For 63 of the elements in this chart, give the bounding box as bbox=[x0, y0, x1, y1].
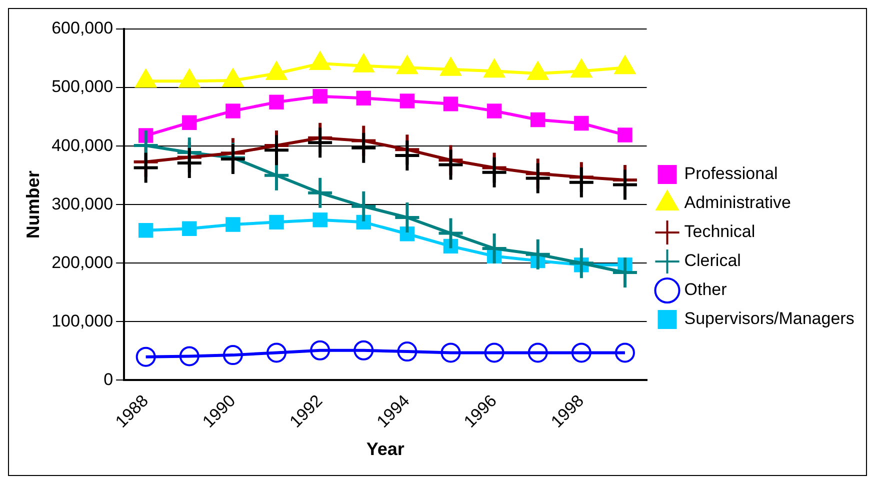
y-axis-title: Number bbox=[22, 170, 43, 239]
legend-label: Technical bbox=[684, 222, 756, 242]
point bbox=[482, 234, 506, 264]
point bbox=[226, 217, 240, 232]
legend-label: Clerical bbox=[684, 251, 741, 270]
point bbox=[526, 239, 550, 270]
point bbox=[440, 342, 461, 363]
y-tick-label: 0 bbox=[104, 370, 114, 389]
point bbox=[618, 128, 632, 142]
y-tick-label: 300,000 bbox=[52, 194, 114, 214]
point bbox=[484, 342, 504, 363]
y-tick-label: 400,000 bbox=[52, 136, 114, 155]
x-axis-title: Year bbox=[366, 439, 404, 460]
y-tick-label: 100,000 bbox=[52, 311, 114, 330]
point bbox=[352, 191, 376, 222]
point bbox=[266, 342, 287, 363]
legend-label: Professional bbox=[684, 164, 778, 184]
legend-label: Other bbox=[684, 280, 728, 300]
point bbox=[395, 202, 420, 232]
point bbox=[400, 94, 415, 108]
point bbox=[226, 104, 240, 118]
point bbox=[486, 104, 502, 118]
point bbox=[482, 157, 506, 188]
point bbox=[312, 212, 328, 228]
point bbox=[614, 342, 635, 363]
point bbox=[569, 167, 594, 198]
point bbox=[308, 128, 332, 158]
point bbox=[312, 88, 328, 104]
point bbox=[612, 170, 637, 200]
point bbox=[438, 218, 463, 248]
point bbox=[354, 340, 374, 360]
point bbox=[395, 140, 420, 170]
point bbox=[397, 342, 418, 362]
point bbox=[443, 96, 458, 112]
point bbox=[136, 346, 156, 367]
point bbox=[222, 345, 243, 366]
point bbox=[134, 152, 158, 183]
y-tick-label: 500,000 bbox=[52, 77, 114, 96]
point bbox=[528, 342, 548, 363]
point bbox=[352, 132, 376, 163]
point bbox=[356, 90, 371, 106]
point bbox=[530, 112, 546, 128]
legend-label: Administrative bbox=[684, 193, 792, 212]
point bbox=[438, 150, 463, 180]
point bbox=[138, 223, 154, 238]
point bbox=[182, 221, 197, 236]
point bbox=[574, 116, 589, 131]
point bbox=[310, 340, 330, 360]
point bbox=[182, 115, 197, 130]
point bbox=[571, 342, 592, 363]
point bbox=[269, 94, 284, 110]
y-tick-label: 200,000 bbox=[52, 252, 114, 272]
point bbox=[269, 214, 284, 230]
point bbox=[526, 163, 550, 194]
point bbox=[177, 148, 202, 178]
point bbox=[179, 346, 200, 366]
point bbox=[308, 178, 332, 208]
point bbox=[400, 226, 415, 242]
point bbox=[612, 258, 637, 288]
point bbox=[264, 135, 289, 166]
legend-label: Supervisors/Managers bbox=[684, 309, 854, 328]
y-tick-label: 600,000 bbox=[52, 18, 114, 38]
point bbox=[569, 248, 594, 278]
